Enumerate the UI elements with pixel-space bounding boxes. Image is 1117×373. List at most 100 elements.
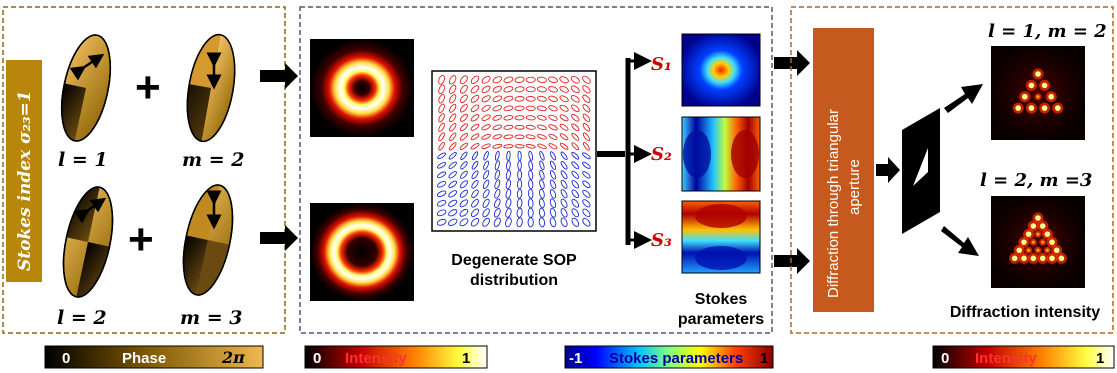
stokes-map-s3 [681,200,761,274]
diffraction-spot-core [1041,82,1048,89]
sop-ellipse [525,105,536,111]
sop-ellipse [438,74,445,85]
sop-ellipse [449,75,457,85]
sop-ellipse [549,151,557,161]
sop-ellipse [506,150,511,161]
sop-ellipse [536,86,547,93]
sop-ellipse [438,122,445,132]
sop-ellipse [505,207,512,218]
sop-ellipse [525,95,536,102]
sop-ellipse [548,143,558,150]
sop-ellipse [506,160,511,171]
sop-ellipse [460,151,468,160]
sop-ellipse [438,141,445,151]
diffraction-spot-core [1039,223,1046,229]
diffraction-spot-core [1031,240,1035,244]
sop-ellipse [514,144,525,149]
sop-ellipse [549,170,557,180]
diffraction-spot-core [1036,95,1040,99]
sop-ellipse [492,114,503,121]
diffraction-spot-core [1045,248,1049,252]
sop-ellipse [494,188,501,199]
intensity-ring-bottom [310,203,414,301]
sop-ellipse [482,179,490,189]
sop-ellipse [582,180,591,189]
diffraction-spot-core [1025,231,1032,237]
sop-ellipse [449,123,457,132]
stokes-map-s2 [681,116,761,192]
sop-ellipse [560,208,568,218]
sop-ellipse [516,198,523,209]
sop-ellipse-field [436,74,591,228]
sop-ellipse [582,132,590,142]
sop-ellipse [571,217,580,227]
sop-ellipse [436,209,447,217]
arrow-right-icon-2 [260,225,298,251]
sop-ellipse [560,179,568,189]
colorbar-stokes-max: 1 [760,350,768,367]
sop-ellipse [459,84,468,94]
diffraction-spot-core [1028,82,1035,89]
sop-ellipse [571,161,580,170]
sop-ellipse [493,208,501,218]
sop-ellipse [438,103,445,114]
sop-ellipse [537,124,547,131]
stokes-index-box [6,60,42,282]
sop-ellipse [582,161,591,169]
colorbar-intensity-1-max: 1 [462,350,470,367]
sop-ellipse [481,85,491,94]
colorbar-intensity-2: 0 Intensity 1 [932,345,1115,369]
colorbar-phase-max: 2π [221,348,245,367]
sop-ellipse [438,113,445,123]
sop-ellipse [438,132,445,142]
colorbar-phase-min: 0 [62,350,70,367]
sop-ellipse [539,179,545,190]
diffraction-spot-core [1049,255,1055,262]
sop-caption-line1: Degenerate SOP [451,252,577,269]
sop-ellipse [505,217,512,228]
sop-ellipse [449,84,457,94]
sop-ellipse [482,217,490,227]
sop-ellipse [559,85,569,93]
sop-ellipse [492,105,503,112]
sop-ellipse [560,160,568,170]
sop-ellipse [525,124,536,130]
sop-ellipse [570,85,580,94]
diffraction-spot-core [1036,232,1040,236]
stokes-label-s1: S₁ [651,54,672,75]
sop-ellipse [448,132,457,141]
arrow-right-icon-3 [774,50,810,76]
sop-ellipse [560,170,568,180]
stokes-label-s3: S₃ [651,230,672,251]
sop-ellipse [527,217,534,228]
sop-ellipse [460,161,468,170]
sop-ellipse [438,94,445,104]
stokes-index-label: Stokes index σ₂₃=1 [15,90,35,271]
label-l1: l = 1 [58,149,108,171]
diffraction-spot-core [1055,105,1061,111]
colorbar-intensity-1: 0 Intensity 1 [304,345,488,369]
polarization-arrow-icon-3 [73,197,107,224]
sop-ellipse [525,134,536,140]
colorbar-intensity-1-title: Intensity [345,350,407,367]
sop-ellipse [514,115,525,121]
arrow-right-icon-5 [876,157,900,183]
sop-ellipse [514,105,525,111]
sop-ellipse [537,143,547,149]
sop-ellipse [483,151,489,161]
sop-ellipse [470,123,480,131]
sop-ellipse [459,104,468,113]
sop-ellipse [582,199,591,208]
sop-ellipse [582,208,591,218]
sop-ellipse [538,198,545,209]
sop-ellipse [570,95,580,103]
sop-ellipse [582,113,591,122]
sop-ellipse [570,76,580,84]
label-l2: l = 2 [57,307,107,329]
sop-ellipse [492,143,503,149]
sop-ellipse [470,75,480,84]
sop-ellipse [571,208,580,218]
sop-ellipse [448,142,457,151]
sop-ellipse [560,198,568,208]
